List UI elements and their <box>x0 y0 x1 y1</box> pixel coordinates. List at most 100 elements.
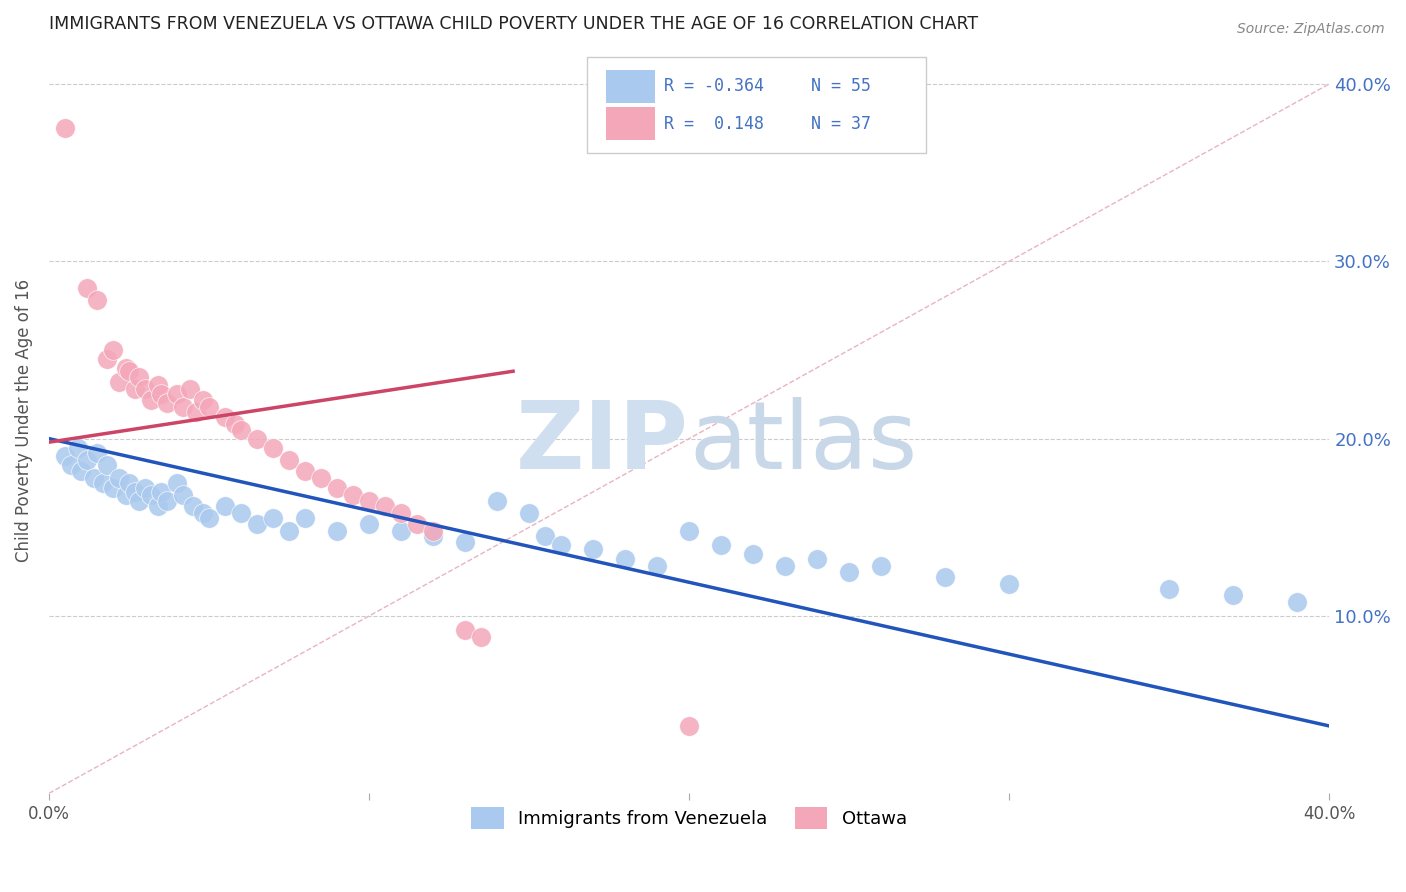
Point <box>76 453 98 467</box>
Point <box>101 343 124 357</box>
Point <box>357 516 380 531</box>
Point <box>326 524 349 538</box>
Text: N = 55: N = 55 <box>811 77 870 95</box>
Point <box>470 630 492 644</box>
Point <box>146 499 169 513</box>
FancyBboxPatch shape <box>606 70 655 103</box>
Point <box>342 488 364 502</box>
Point <box>229 506 252 520</box>
Text: R = -0.364: R = -0.364 <box>664 77 763 95</box>
Point <box>870 559 893 574</box>
Point <box>86 293 108 308</box>
FancyBboxPatch shape <box>606 107 655 140</box>
Point <box>422 529 444 543</box>
Point <box>150 484 173 499</box>
Point <box>998 577 1021 591</box>
Point <box>614 552 637 566</box>
Text: Source: ZipAtlas.com: Source: ZipAtlas.com <box>1237 22 1385 37</box>
Point <box>550 538 572 552</box>
Point <box>141 488 163 502</box>
Point <box>181 499 204 513</box>
Point <box>1222 588 1244 602</box>
Point <box>224 417 246 432</box>
Point <box>124 484 146 499</box>
Point <box>186 405 208 419</box>
Point <box>128 369 150 384</box>
Point <box>96 351 118 366</box>
Point <box>96 458 118 473</box>
Point <box>172 488 194 502</box>
Point <box>454 623 477 637</box>
Point <box>582 541 605 556</box>
Point <box>246 432 269 446</box>
Point <box>93 475 115 490</box>
Point <box>114 360 136 375</box>
Point <box>326 481 349 495</box>
Point <box>389 506 412 520</box>
Text: N = 37: N = 37 <box>811 115 870 134</box>
FancyBboxPatch shape <box>586 57 927 153</box>
Point <box>166 475 188 490</box>
Point <box>229 423 252 437</box>
Point <box>108 470 131 484</box>
Text: R =  0.148: R = 0.148 <box>664 115 763 134</box>
Point <box>172 400 194 414</box>
Point <box>246 516 269 531</box>
Point <box>422 524 444 538</box>
Point <box>534 529 557 543</box>
Point <box>678 719 700 733</box>
Point <box>53 450 76 464</box>
Point <box>806 552 828 566</box>
Point <box>742 547 765 561</box>
Point <box>678 524 700 538</box>
Point <box>134 481 156 495</box>
Point <box>198 511 221 525</box>
Point <box>517 506 540 520</box>
Point <box>179 382 201 396</box>
Point <box>124 382 146 396</box>
Point <box>146 378 169 392</box>
Point <box>191 506 214 520</box>
Point <box>710 538 733 552</box>
Point <box>198 400 221 414</box>
Point <box>60 458 83 473</box>
Point <box>934 570 956 584</box>
Legend: Immigrants from Venezuela, Ottawa: Immigrants from Venezuela, Ottawa <box>464 800 914 837</box>
Point <box>214 499 236 513</box>
Point <box>114 488 136 502</box>
Point <box>838 565 860 579</box>
Point <box>86 446 108 460</box>
Point <box>374 499 396 513</box>
Point <box>645 559 668 574</box>
Point <box>262 511 284 525</box>
Point <box>150 387 173 401</box>
Point <box>406 516 429 531</box>
Text: ZIP: ZIP <box>516 397 689 489</box>
Point <box>53 121 76 136</box>
Point <box>70 464 93 478</box>
Y-axis label: Child Poverty Under the Age of 16: Child Poverty Under the Age of 16 <box>15 279 32 563</box>
Point <box>128 493 150 508</box>
Point <box>309 470 332 484</box>
Point <box>83 470 105 484</box>
Point <box>156 396 179 410</box>
Point <box>141 392 163 407</box>
Point <box>66 441 89 455</box>
Point <box>101 481 124 495</box>
Point <box>278 453 301 467</box>
Point <box>773 559 796 574</box>
Text: atlas: atlas <box>689 397 917 489</box>
Point <box>294 464 316 478</box>
Point <box>389 524 412 538</box>
Point <box>1286 595 1309 609</box>
Point <box>278 524 301 538</box>
Point <box>294 511 316 525</box>
Point <box>118 364 141 378</box>
Point <box>156 493 179 508</box>
Point <box>191 392 214 407</box>
Point <box>134 382 156 396</box>
Point <box>357 493 380 508</box>
Point <box>76 281 98 295</box>
Point <box>486 493 509 508</box>
Point <box>214 410 236 425</box>
